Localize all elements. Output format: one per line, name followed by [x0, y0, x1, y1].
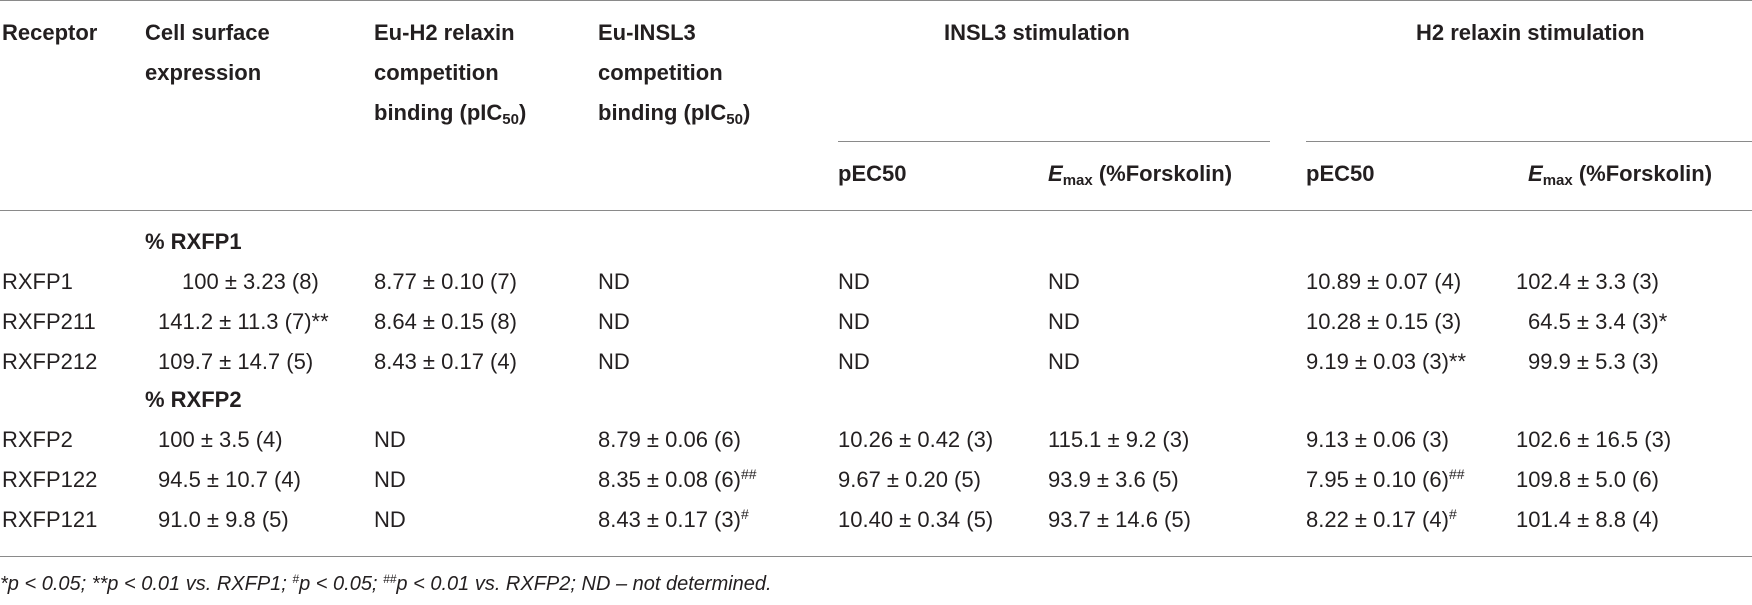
cell-surface: 100 ± 3.23 (8): [182, 269, 319, 294]
cell-insl3-pec50: ND: [838, 309, 870, 334]
cell-insl3-emax: 93.9 ± 3.6 (5): [1048, 467, 1179, 492]
cell-h2-pec50: 7.95 ± 0.10 (6)##: [1306, 466, 1465, 492]
cell-insl3-pec50: 9.67 ± 0.20 (5): [838, 467, 981, 492]
cell-insl3-emax: ND: [1048, 349, 1080, 374]
cell-h2-binding: 8.77 ± 0.10 (7): [374, 269, 517, 294]
header-eu-insl3-line2: competition: [598, 60, 723, 85]
group-row-rxfp2: % RXFP2: [0, 381, 1752, 419]
cell-insl3-pec50: 10.40 ± 0.34 (5): [838, 507, 994, 532]
cell-h2-binding: ND: [374, 507, 406, 532]
header-eu-h2-line2: competition: [374, 60, 499, 85]
cell-insl3-emax: 93.7 ± 14.6 (5): [1048, 507, 1191, 532]
cell-h2-pec50: 9.19 ± 0.03 (3)**: [1306, 349, 1467, 374]
cell-insl3-binding: 8.35 ± 0.08 (6)##: [598, 466, 757, 492]
cell-h2-pec50: 9.13 ± 0.06 (3): [1306, 427, 1449, 452]
cell-h2-emax: 101.4 ± 8.8 (4): [1516, 507, 1659, 532]
cell-h2-emax: 102.6 ± 16.5 (3): [1516, 427, 1672, 452]
header-insl3-pec50: pEC50: [838, 161, 907, 186]
table-row: RXFP1 100 ± 3.23 (8) 8.77 ± 0.10 (7) ND …: [0, 263, 1752, 301]
cell-h2-emax: 102.4 ± 3.3 (3): [1516, 269, 1659, 294]
header-receptor: Receptor: [2, 20, 98, 45]
cell-h2-binding: ND: [374, 427, 406, 452]
table-row: RXFP2 100 ± 3.5 (4) ND 8.79 ± 0.06 (6) 1…: [0, 421, 1752, 459]
cell-h2-pec50: 8.22 ± 0.17 (4)#: [1306, 506, 1457, 532]
bottom-rule: [0, 556, 1752, 557]
table-row: RXFP122 94.5 ± 10.7 (4) ND 8.35 ± 0.08 (…: [0, 461, 1752, 499]
cell-receptor: RXFP2: [2, 427, 73, 452]
cell-insl3-emax: ND: [1048, 309, 1080, 334]
header-h2-emax: Emax (%Forskolin): [1528, 161, 1713, 189]
cell-surface: 141.2 ± 11.3 (7)**: [158, 309, 329, 334]
cell-h2-pec50: 10.89 ± 0.07 (4): [1306, 269, 1462, 294]
cell-insl3-emax: 115.1 ± 9.2 (3): [1048, 427, 1190, 452]
cell-receptor: RXFP121: [2, 507, 98, 532]
cell-h2-binding: ND: [374, 467, 406, 492]
header-eu-h2-line3: binding (pIC50): [374, 100, 527, 128]
cell-h2-binding: 8.43 ± 0.17 (4): [374, 349, 517, 374]
cell-insl3-pec50: 10.26 ± 0.42 (3): [838, 427, 994, 452]
cell-insl3-emax: ND: [1048, 269, 1080, 294]
cell-insl3-binding: 8.43 ± 0.17 (3)#: [598, 506, 749, 532]
header-h2-pec50: pEC50: [1306, 161, 1375, 186]
table-row: RXFP121 91.0 ± 9.8 (5) ND 8.43 ± 0.17 (3…: [0, 501, 1752, 539]
cell-insl3-binding: ND: [598, 309, 630, 334]
cell-h2-emax: 64.5 ± 3.4 (3)*: [1528, 309, 1668, 334]
cell-surface: 100 ± 3.5 (4): [158, 427, 283, 452]
top-rule: [0, 0, 1752, 1]
cell-receptor: RXFP212: [2, 349, 98, 374]
group-row-rxfp1: % RXFP1: [0, 223, 1752, 261]
cell-insl3-pec50: ND: [838, 269, 870, 294]
cell-surface: 109.7 ± 14.7 (5): [158, 349, 314, 374]
header-cell-surface-line1: Cell surface: [145, 20, 270, 45]
cell-insl3-binding: 8.79 ± 0.06 (6): [598, 427, 741, 452]
insl3-group-rule: [838, 141, 1270, 142]
header-eu-h2-line1: Eu-H2 relaxin: [374, 20, 515, 45]
header-insl3-emax: Emax (%Forskolin): [1048, 161, 1233, 189]
header-eu-insl3-line1: Eu-INSL3: [598, 20, 696, 45]
table-footnote: *p < 0.05; **p < 0.01 vs. RXFP1; #p < 0.…: [0, 572, 772, 595]
cell-receptor: RXFP211: [2, 309, 96, 334]
header-cell-surface-line2: expression: [145, 60, 262, 85]
cell-surface: 94.5 ± 10.7 (4): [158, 467, 301, 492]
group-label-rxfp1: % RXFP1: [145, 229, 242, 254]
cell-insl3-pec50: ND: [838, 349, 870, 374]
h2-group-rule: [1306, 141, 1752, 142]
header-insl3-stimulation: INSL3 stimulation: [944, 20, 1130, 45]
table-row: RXFP212 109.7 ± 14.7 (5) 8.43 ± 0.17 (4)…: [0, 343, 1752, 381]
table-row: RXFP211 141.2 ± 11.3 (7)** 8.64 ± 0.15 (…: [0, 303, 1752, 341]
header-bottom-rule: [0, 210, 1752, 211]
group-label-rxfp2: % RXFP2: [145, 387, 242, 412]
cell-insl3-binding: ND: [598, 269, 630, 294]
cell-h2-binding: 8.64 ± 0.15 (8): [374, 309, 517, 334]
header-eu-insl3-line3: binding (pIC50): [598, 100, 751, 128]
header-h2-stimulation: H2 relaxin stimulation: [1416, 20, 1645, 45]
cell-surface: 91.0 ± 9.8 (5): [158, 507, 289, 532]
cell-receptor: RXFP1: [2, 269, 73, 294]
cell-h2-emax: 99.9 ± 5.3 (3): [1528, 349, 1659, 374]
cell-h2-emax: 109.8 ± 5.0 (6): [1516, 467, 1659, 492]
cell-receptor: RXFP122: [2, 467, 98, 492]
cell-h2-pec50: 10.28 ± 0.15 (3): [1306, 309, 1462, 334]
cell-insl3-binding: ND: [598, 349, 630, 374]
